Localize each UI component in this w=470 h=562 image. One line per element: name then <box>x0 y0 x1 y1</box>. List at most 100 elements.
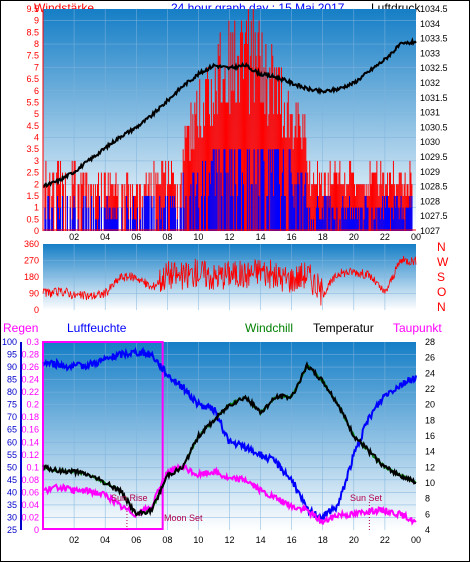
x-tick-label: 16 <box>287 232 297 242</box>
compass-label: S <box>437 270 445 284</box>
rain-tick-label: 0.16 <box>21 425 39 435</box>
pressure-tick-label: 1032 <box>420 78 440 88</box>
temp-tick-label: 16 <box>425 431 435 441</box>
temperature-x-axis: 02 04 06 08 10 12 14 16 18 20 22 00 <box>69 535 421 545</box>
windchill-label: Windchill <box>245 321 293 335</box>
luftfeuchte-label: Luftfeuchte <box>67 321 127 335</box>
direction-tick-label: 360 <box>24 239 39 249</box>
wind-x-axis: 02 04 06 08 10 12 14 16 18 20 22 00 <box>69 232 421 242</box>
x-tick-label: 14 <box>256 535 266 545</box>
wind-direction-y-axis: 360 270 180 90 0 <box>24 239 39 315</box>
pressure-tick-label: 1034.5 <box>420 4 448 14</box>
temp-tick-label: 12 <box>425 462 435 472</box>
wind-tick-label: 6 <box>34 86 39 96</box>
pressure-line <box>42 37 417 189</box>
compass-label: N <box>437 240 446 254</box>
wind-tick-label: 3.5 <box>26 144 39 154</box>
pressure-tick-label: 1027.5 <box>420 211 448 221</box>
pressure-y-axis: 1034.5 1034 1033.5 1033 1032.5 1032 1031.5 1031… <box>420 4 448 236</box>
compass-label: N <box>437 300 446 314</box>
temp-tick-label: 18 <box>425 415 435 425</box>
dewpoint-series <box>42 463 417 526</box>
wind-tick-label: 9.5 <box>26 4 39 14</box>
rain-tick-label: 0.08 <box>21 475 39 485</box>
humidity-tick-label: 75 <box>7 400 17 410</box>
pressure-tick-label: 1029.5 <box>420 152 448 162</box>
wind-tick-label: 8 <box>34 39 39 49</box>
pressure-series <box>42 37 417 189</box>
humidity-tick-label: 70 <box>7 412 17 422</box>
compass-label: O <box>437 285 446 299</box>
wind-tick-label: 0 <box>34 226 39 236</box>
pressure-tick-label: 1029 <box>420 167 440 177</box>
x-tick-label: 02 <box>69 535 79 545</box>
wind-tick-label: 4.5 <box>26 121 39 131</box>
temp-tick-label: 8 <box>425 494 430 504</box>
sunrise-annotation: Sun Rise <box>111 493 148 503</box>
temp-tick-label: 14 <box>425 447 435 457</box>
wind-tick-label: 8.5 <box>26 27 39 37</box>
humidity-series <box>42 346 417 523</box>
x-tick-label: 10 <box>193 535 203 545</box>
compass-label: W <box>437 255 449 269</box>
rain-tick-label: 0.06 <box>21 487 39 497</box>
rain-tick-label: 0 <box>34 525 39 535</box>
wind-tick-label: 2 <box>34 179 39 189</box>
x-tick-label: 20 <box>349 535 359 545</box>
rain-tick-label: 0.24 <box>21 375 39 385</box>
x-tick-label: 10 <box>193 232 203 242</box>
humidity-tick-label: 30 <box>7 512 17 522</box>
rain-tick-label: 0.12 <box>21 450 39 460</box>
wind-bars <box>43 9 416 231</box>
humidity-tick-label: 45 <box>7 475 17 485</box>
x-tick-label: 08 <box>162 535 172 545</box>
rain-tick-label: 0.14 <box>21 437 39 447</box>
wind-tick-label: 7.5 <box>26 51 39 61</box>
humidity-rain-y-axis: 100 95 90 85 80 75 70 65 60 55 50 45 40 35 30 25 0.3 0.28… <box>2 337 44 535</box>
humidity-tick-label: 55 <box>7 450 17 460</box>
x-tick-label: 18 <box>318 535 328 545</box>
temp-tick-label: 6 <box>425 509 430 519</box>
temperature-y-axis: 28 26 24 22 20 18 16 14 12 10 8 6 4 <box>425 337 435 535</box>
rain-tick-label: 0.3 <box>26 337 39 347</box>
x-tick-label: 16 <box>287 535 297 545</box>
rain-tick-label: 0.22 <box>21 387 39 397</box>
x-tick-label: 12 <box>224 535 234 545</box>
temp-tick-label: 4 <box>425 525 430 535</box>
rain-tick-label: 0.04 <box>21 500 39 510</box>
rain-tick-label: 0.1 <box>26 462 39 472</box>
wind-tick-label: 0.5 <box>26 214 39 224</box>
humidity-tick-label: 65 <box>7 425 17 435</box>
x-tick-label: 14 <box>256 232 266 242</box>
humidity-tick-label: 50 <box>7 462 17 472</box>
x-tick-label: 12 <box>224 232 234 242</box>
pressure-tick-label: 1027 <box>420 226 440 236</box>
temp-tick-label: 10 <box>425 478 435 488</box>
x-tick-label: 22 <box>380 535 390 545</box>
temp-tick-label: 20 <box>425 400 435 410</box>
humidity-tick-label: 100 <box>2 337 17 347</box>
humidity-tick-label: 85 <box>7 375 17 385</box>
wind-tick-label: 6.5 <box>26 74 39 84</box>
temp-tick-label: 28 <box>425 337 435 347</box>
x-tick-label: 00 <box>411 535 421 545</box>
x-tick-label: 06 <box>131 232 141 242</box>
wind-tick-label: 5 <box>34 109 39 119</box>
rain-tick-label: 0.02 <box>21 512 39 522</box>
temp-tick-label: 26 <box>425 353 435 363</box>
pressure-tick-label: 1028.5 <box>420 182 448 192</box>
temperatur-label: Temperatur <box>313 321 374 335</box>
pressure-tick-label: 1028 <box>420 196 440 206</box>
rain-tick-label: 0.18 <box>21 412 39 422</box>
direction-tick-label: 0 <box>34 305 39 315</box>
wind-tick-label: 9 <box>34 16 39 26</box>
x-tick-label: 20 <box>349 232 359 242</box>
wind-tick-label: 7 <box>34 62 39 72</box>
x-tick-label: 00 <box>411 232 421 242</box>
pressure-tick-label: 1031 <box>420 108 440 118</box>
temperature-series <box>42 360 417 517</box>
humidity-tick-label: 60 <box>7 437 17 447</box>
